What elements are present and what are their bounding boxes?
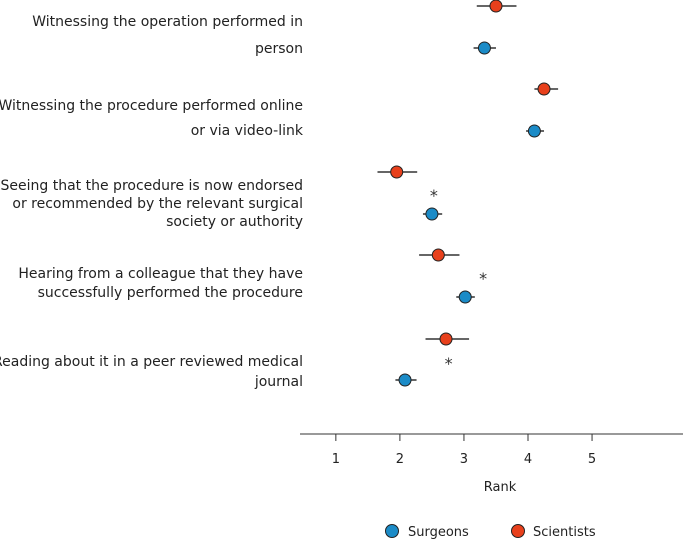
x-tick-label: 1	[332, 452, 340, 467]
category-label-line: Seeing that the procedure is now endorse…	[1, 178, 303, 194]
point-scientists	[439, 332, 453, 346]
significance-star: *	[445, 354, 453, 373]
x-axis-ticks: 1 2 3 4 5	[332, 434, 596, 467]
point-surgeons	[458, 290, 472, 304]
x-tick-label: 2	[396, 452, 404, 467]
category-label-line: or recommended by the relevant surgical	[12, 196, 303, 212]
category-label-line: society or authority	[166, 214, 303, 230]
data-points	[390, 0, 551, 387]
legend-item-scientists: Scientists	[511, 524, 596, 540]
category-label-line: person	[255, 41, 303, 57]
significance-star: *	[479, 269, 487, 288]
category-labels: Witnessing the operation performed in per…	[0, 14, 304, 390]
point-surgeons	[527, 124, 541, 138]
point-surgeons	[398, 373, 412, 387]
point-surgeons	[477, 41, 491, 55]
legend-label-scientists: Scientists	[533, 525, 596, 540]
category-label-line: Hearing from a colleague that they have	[18, 266, 303, 282]
category-label-line: journal	[254, 374, 303, 390]
x-axis-title: Rank	[484, 480, 517, 495]
point-scientists	[537, 82, 551, 96]
x-tick-label: 5	[588, 452, 596, 467]
significance-star: *	[430, 186, 438, 205]
category-label-line: Witnessing the procedure performed onlin…	[0, 98, 303, 114]
x-tick-label: 4	[524, 452, 532, 467]
category-label-line: Witnessing the operation performed in	[32, 14, 303, 30]
point-scientists	[431, 248, 445, 262]
legend-swatch-surgeons	[385, 524, 399, 538]
legend: Surgeons Scientists	[385, 524, 596, 540]
x-tick-label: 3	[460, 452, 468, 467]
category-label-line: or via video-link	[191, 123, 304, 139]
legend-swatch-scientists	[511, 524, 525, 538]
significance-markers: * * *	[430, 186, 487, 373]
error-bars	[377, 5, 559, 381]
point-scientists	[390, 165, 404, 179]
legend-item-surgeons: Surgeons	[385, 524, 469, 540]
category-label-line: successfully performed the procedure	[38, 285, 303, 301]
point-surgeons	[425, 207, 439, 221]
legend-label-surgeons: Surgeons	[408, 525, 469, 540]
category-label-line: Reading about it in a peer reviewed medi…	[0, 354, 303, 370]
point-scientists	[489, 0, 503, 13]
